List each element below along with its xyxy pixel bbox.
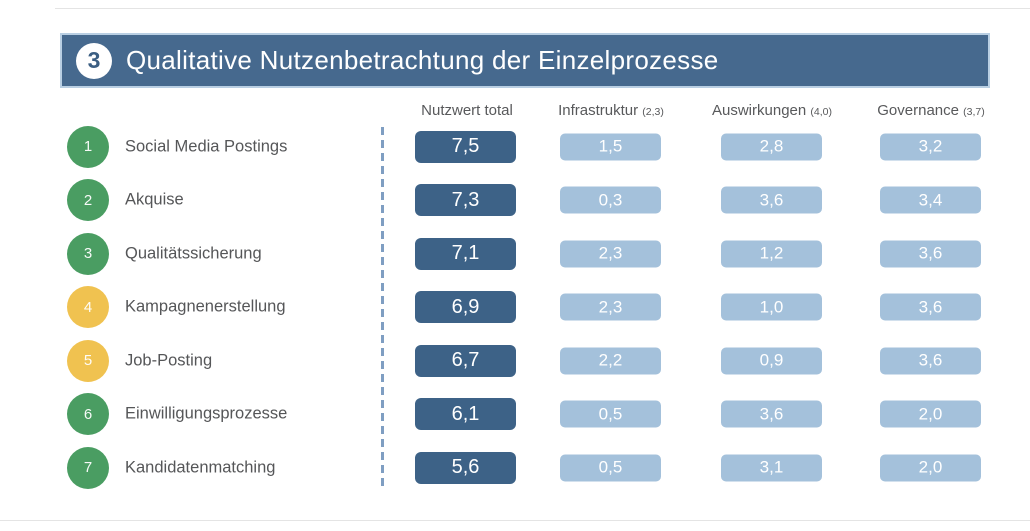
value-pill-infrastruktur: 2,3 <box>560 293 661 321</box>
process-label: Qualitätssicherung <box>125 244 262 263</box>
value-pill-auswirkungen: 1,2 <box>721 240 822 268</box>
value-pill-total: 7,5 <box>415 130 516 163</box>
value-pill-governance: 3,6 <box>880 293 981 321</box>
row-number-badge: 4 <box>67 286 109 329</box>
value-pill-total: 6,9 <box>415 291 516 324</box>
value-pill-total: 7,1 <box>415 237 516 270</box>
header-bar: 3 Qualitative Nutzenbetrachtung der Einz… <box>60 33 990 88</box>
value-pill-total: 6,1 <box>415 398 516 431</box>
table-row: 4 Kampagnenerstellung 6,9 2,3 1,0 3,6 <box>0 281 1030 335</box>
table-row: 5 Job-Posting 6,7 2,2 0,9 3,6 <box>0 334 1030 388</box>
table-row: 3 Qualitätssicherung 7,1 2,3 1,2 3,6 <box>0 227 1030 281</box>
value-pill-infrastruktur: 0,3 <box>560 186 661 214</box>
page-title: Qualitative Nutzenbetrachtung der Einzel… <box>126 45 719 75</box>
step-number-badge: 3 <box>76 42 112 79</box>
bottom-rule <box>0 520 1030 521</box>
value-pill-infrastruktur: 0,5 <box>560 400 661 428</box>
process-label: Kandidatenmatching <box>125 458 276 477</box>
value-pill-infrastruktur: 2,2 <box>560 347 661 375</box>
column-header-auswirkungen: Auswirkungen (4,0) <box>712 102 832 119</box>
column-weight: (3,7) <box>963 106 985 118</box>
value-pill-auswirkungen: 2,8 <box>721 133 822 161</box>
row-number-badge: 7 <box>67 446 109 489</box>
column-header-nutzwert-total: Nutzwert total <box>421 102 513 119</box>
value-pill-auswirkungen: 3,6 <box>721 400 822 428</box>
column-header-infrastruktur: Infrastruktur (2,3) <box>558 102 664 119</box>
value-pill-total: 7,3 <box>415 184 516 217</box>
table-row: 7 Kandidatenmatching 5,6 0,5 3,1 2,0 <box>0 441 1030 495</box>
value-pill-governance: 3,6 <box>880 347 981 375</box>
top-rule <box>55 8 1030 9</box>
value-pill-auswirkungen: 3,6 <box>721 186 822 214</box>
value-pill-governance: 2,0 <box>880 400 981 428</box>
process-label: Einwilligungsprozesse <box>125 404 288 423</box>
process-label: Akquise <box>125 190 184 209</box>
table-row: 1 Social Media Postings 7,5 1,5 2,8 3,2 <box>0 120 1030 174</box>
process-label: Job-Posting <box>125 351 213 370</box>
dashed-divider-line <box>381 127 384 489</box>
table-row: 2 Akquise 7,3 0,3 3,6 3,4 <box>0 174 1030 228</box>
value-pill-total: 5,6 <box>415 451 516 484</box>
row-number-badge: 2 <box>67 179 109 222</box>
row-number-badge: 1 <box>67 125 109 168</box>
value-pill-total: 6,7 <box>415 344 516 377</box>
value-pill-auswirkungen: 1,0 <box>721 293 822 321</box>
value-pill-auswirkungen: 0,9 <box>721 347 822 375</box>
value-pill-infrastruktur: 2,3 <box>560 240 661 268</box>
table-row: 6 Einwilligungsprozesse 6,1 0,5 3,6 2,0 <box>0 388 1030 442</box>
column-weight: (2,3) <box>642 106 664 118</box>
row-number-badge: 5 <box>67 339 109 382</box>
value-pill-infrastruktur: 1,5 <box>560 133 661 161</box>
row-number-badge: 6 <box>67 393 109 436</box>
column-weight: (4,0) <box>810 106 832 118</box>
column-header-governance: Governance (3,7) <box>877 102 985 119</box>
process-label: Kampagnenerstellung <box>125 297 286 316</box>
value-pill-governance: 3,6 <box>880 240 981 268</box>
value-pill-governance: 2,0 <box>880 454 981 482</box>
value-pill-governance: 3,4 <box>880 186 981 214</box>
value-pill-infrastruktur: 0,5 <box>560 454 661 482</box>
process-label: Social Media Postings <box>125 137 288 156</box>
row-number-badge: 3 <box>67 232 109 275</box>
value-pill-auswirkungen: 3,1 <box>721 454 822 482</box>
value-pill-governance: 3,2 <box>880 133 981 161</box>
process-table: 1 Social Media Postings 7,5 1,5 2,8 3,2 … <box>0 120 1030 495</box>
